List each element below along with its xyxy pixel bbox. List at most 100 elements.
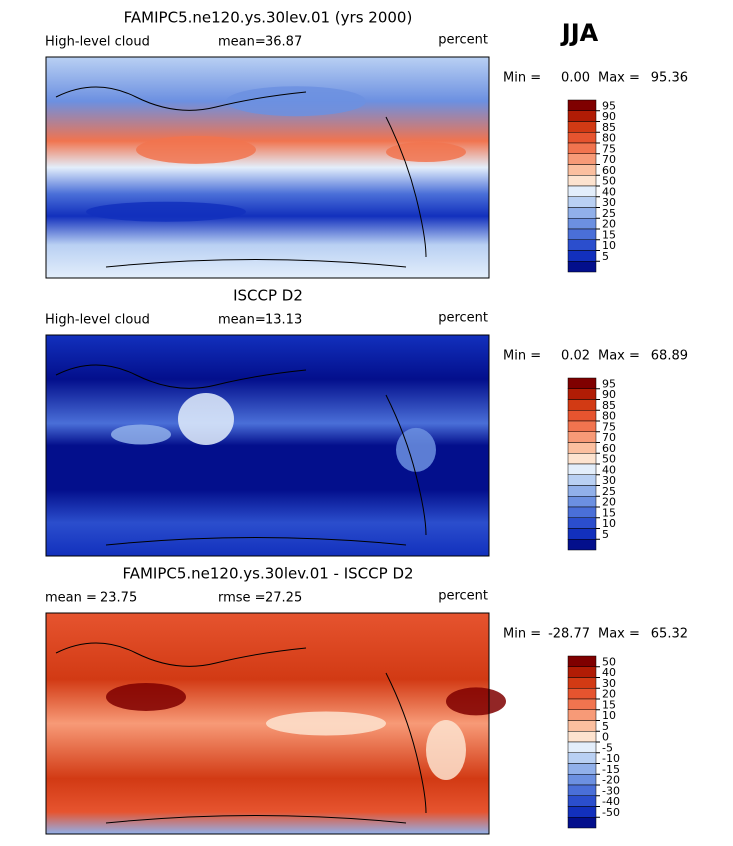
colorbar-label: 15 [602,698,616,711]
colorbar-label: 50 [602,655,616,668]
colorbar-box [567,99,597,111]
left-label: High-level cloud [45,35,150,50]
stat-value: 27.25 [265,591,302,606]
panel-title: ISCCP D2 [233,287,303,305]
max-value: 65.32 [651,627,688,642]
coastline [55,86,427,268]
colorbar-box [567,774,597,786]
colorbar-label: 25 [602,485,616,498]
colorbar-box [567,496,597,508]
colorbar-label: 30 [602,677,616,690]
map-feature [226,86,366,117]
colorbar-label: 5 [602,250,609,263]
colorbar-label: 40 [602,463,616,476]
colorbar-box [567,517,597,529]
units-label: percent [438,311,488,326]
max-label: Max = [598,71,640,86]
colorbar-box [567,688,597,700]
colorbar-label: 70 [602,431,616,444]
min-value: -28.77 [548,627,590,642]
colorbar-box [567,207,597,219]
colorbar-label: 75 [602,142,616,155]
colorbar-box [567,539,597,551]
colorbar-box [567,196,597,208]
map-feature [446,687,506,716]
colorbar-box [567,698,597,710]
colorbar-label: 40 [602,666,616,679]
colorbar-label: 10 [602,517,616,530]
colorbar-box [567,110,597,122]
colorbar-box [567,250,597,262]
colorbar-box [567,763,597,775]
colorbar-box [567,175,597,187]
colorbar-label: 20 [602,688,616,701]
colorbar-box [567,420,597,432]
colorbar-label: 40 [602,185,616,198]
colorbar-label: -30 [602,784,620,797]
colorbar-label: -15 [602,763,620,776]
colorbar-label: 30 [602,474,616,487]
colorbar-box [567,153,597,165]
map-feature [178,392,234,445]
colorbar-label: 60 [602,164,616,177]
stat-value: 36.87 [265,35,302,50]
coastline [55,642,427,824]
colorbar-box [567,261,597,273]
stat-label: mean= [218,35,266,50]
colorbar-label: 20 [602,218,616,231]
colorbar-box [567,239,597,251]
max-label: Max = [598,349,640,364]
colorbar-label: 90 [602,388,616,401]
map-feature [426,720,466,781]
colorbar-label: 85 [602,399,616,412]
colorbar-label: 80 [602,132,616,145]
colorbar-box [567,121,597,133]
left-value: 23.75 [100,591,137,606]
colorbar-label: -50 [602,806,620,819]
colorbar-label: 30 [602,196,616,209]
colorbar-box [567,474,597,486]
colorbar-box [567,677,597,689]
colorbar-box [567,442,597,454]
min-label: Min = [503,71,541,86]
colorbar-label: 15 [602,506,616,519]
colorbar-label: 60 [602,442,616,455]
colorbar-label: 75 [602,420,616,433]
max-value: 68.89 [651,349,688,364]
map-feature [266,711,386,736]
map-frame [45,612,490,835]
map-feature [386,142,466,163]
map-frame [45,334,490,557]
min-value: 0.00 [561,71,590,86]
colorbar-label: 10 [602,709,616,722]
colorbar-box [567,399,597,411]
season-label: JJA [560,19,599,47]
colorbar-label: 5 [602,720,609,733]
colorbar-label: 15 [602,228,616,241]
colorbar-box [567,795,597,807]
colorbar-label: 70 [602,153,616,166]
colorbar-box [567,806,597,818]
colorbar-label: 20 [602,496,616,509]
colorbar-box [567,784,597,796]
colorbar-label: 85 [602,121,616,134]
colorbar-box [567,655,597,667]
colorbar-label: 50 [602,453,616,466]
colorbar-box [567,132,597,144]
colorbar-label: -10 [602,752,620,765]
colorbar-box [567,506,597,518]
colorbar-box [567,731,597,743]
map-frame [45,56,490,279]
min-value: 0.02 [561,349,590,364]
map-feature [106,682,186,711]
colorbar-box [567,410,597,422]
map-feature [396,427,436,472]
colorbar-label: 25 [602,207,616,220]
map-feature [136,135,256,164]
colorbar-box [567,752,597,764]
colorbar-box [567,720,597,732]
colorbar-box [567,388,597,400]
colorbar-label: 5 [602,528,609,541]
colorbar-label: 0 [602,731,609,744]
stat-label: mean= [218,313,266,328]
